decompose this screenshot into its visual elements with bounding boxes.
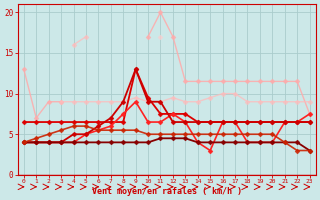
- X-axis label: Vent moyen/en rafales ( km/h ): Vent moyen/en rafales ( km/h ): [92, 187, 242, 196]
